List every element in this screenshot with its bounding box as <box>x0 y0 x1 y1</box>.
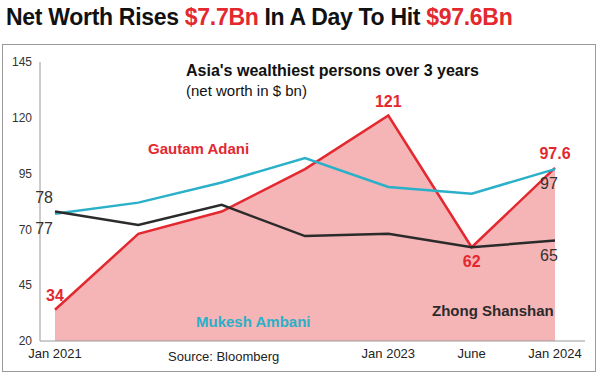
svg-text:97.6: 97.6 <box>539 145 570 162</box>
svg-text:70: 70 <box>19 223 33 237</box>
html-text:Source: Bloomberg: Source: Bloomberg <box>168 349 280 364</box>
svg-text:62: 62 <box>463 253 481 270</box>
svg-text:45: 45 <box>19 278 33 292</box>
svg-text:65: 65 <box>540 247 558 264</box>
svg-text:20: 20 <box>19 334 33 348</box>
html-text:Net Worth Rises $7.7Bn In A Da: Net Worth Rises $7.7Bn In A Day To Hit $… <box>6 4 513 30</box>
svg-text:Jan 2024: Jan 2024 <box>528 346 582 361</box>
svg-text:Jan 2021: Jan 2021 <box>28 346 82 361</box>
html-text:Gautam Adani: Gautam Adani <box>148 140 250 157</box>
svg-text:78: 78 <box>35 189 53 206</box>
html-text:(net worth in $ bn): (net worth in $ bn) <box>186 82 307 99</box>
svg-text:77: 77 <box>35 220 53 237</box>
svg-text:121: 121 <box>375 93 402 110</box>
svg-text:95: 95 <box>19 167 33 181</box>
svg-text:120: 120 <box>12 111 32 125</box>
svg-text:34: 34 <box>46 287 64 304</box>
html-text:Zhong Shanshan: Zhong Shanshan <box>432 302 554 319</box>
svg-text:145: 145 <box>12 55 32 69</box>
svg-text:Jan 2023: Jan 2023 <box>362 346 416 361</box>
html-text:Asia's wealthiest persons over: Asia's wealthiest persons over 3 years <box>186 62 479 79</box>
svg-text:97: 97 <box>540 175 558 192</box>
svg-text:June: June <box>458 346 486 361</box>
html-text:Mukesh Ambani: Mukesh Ambani <box>196 313 311 330</box>
